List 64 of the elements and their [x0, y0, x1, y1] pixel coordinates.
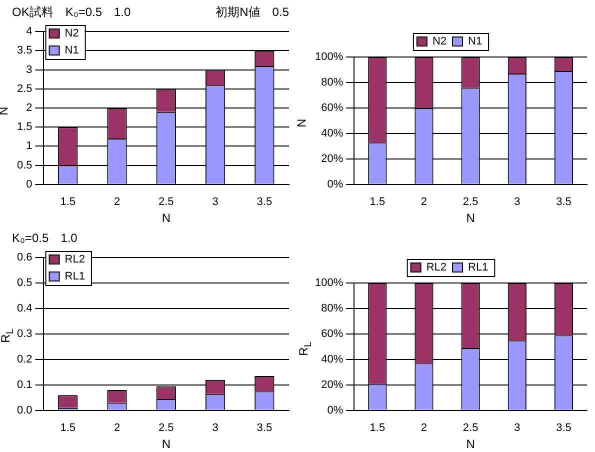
- x-tick-label: 2.5: [462, 196, 478, 208]
- chart-subtitle: 初期N値 0.5: [216, 4, 289, 21]
- y-tick-label: 0.6: [16, 252, 32, 264]
- x-axis-title: N: [466, 437, 475, 452]
- x-tick-label: 3: [514, 196, 520, 208]
- chart-title: K₀=0.5 1.0: [12, 230, 78, 247]
- y-tick-label: 100%: [314, 277, 344, 290]
- y-tick-label: 0%: [327, 404, 344, 416]
- y-tick-label: 20%: [321, 378, 344, 391]
- legend-label: RL1: [64, 270, 85, 283]
- x-tick-label: 2: [420, 196, 428, 208]
- legend-label: N2: [64, 28, 79, 40]
- x-tick-label: 3.5: [256, 196, 272, 208]
- legend-label: N1: [468, 36, 482, 48]
- x-tick-label: 3.5: [256, 422, 272, 434]
- y-tick-label: 80%: [321, 302, 344, 315]
- y-tick-label: 60%: [321, 102, 344, 114]
- legend-label: N1: [64, 44, 79, 57]
- y-tick-label: 3.5: [16, 44, 32, 57]
- x-axis-title: N: [162, 437, 170, 452]
- y-tick-label: 0.1: [16, 378, 32, 391]
- y-tick-label: 100%: [314, 51, 344, 64]
- legend-label: RL2: [426, 262, 447, 274]
- y-tick-label: 2: [26, 102, 32, 114]
- y-tick-label: 3: [26, 64, 32, 76]
- y-tick-label: 4: [26, 26, 32, 38]
- y-tick-label: 0.0: [16, 404, 32, 416]
- x-tick-label: 1.5: [370, 422, 386, 434]
- y-tick-label: 0.3: [16, 328, 32, 340]
- legend-label: RL2: [64, 254, 85, 266]
- y-axis-title: N: [294, 119, 309, 128]
- y-tick-label: 1.5: [16, 121, 32, 134]
- y-tick-label: 0: [26, 178, 32, 190]
- x-tick-label: 1.5: [370, 196, 386, 208]
- y-tick-label: 40%: [321, 127, 344, 140]
- y-tick-label: 2.5: [16, 82, 32, 95]
- legend-label: RL1: [468, 262, 488, 274]
- y-tick-label: 0.2: [16, 354, 32, 366]
- x-tick-label: 3: [212, 422, 218, 434]
- y-tick-label: 0%: [327, 178, 344, 190]
- x-tick-label: 1.5: [60, 422, 76, 434]
- x-tick-label: 2.5: [158, 422, 174, 434]
- x-axis-title: N: [162, 211, 170, 226]
- x-tick-label: 2.5: [158, 196, 174, 208]
- y-tick-label: 0.5: [16, 277, 32, 290]
- y-tick-label: 1: [26, 140, 32, 152]
- x-tick-label: 2: [114, 196, 120, 208]
- x-tick-label: 3.5: [556, 196, 572, 208]
- y-tick-label: 60%: [321, 328, 344, 340]
- y-tick-label: 80%: [321, 76, 344, 89]
- x-tick-label: 3: [514, 422, 520, 434]
- y-tick-label: 0.5: [16, 159, 32, 172]
- x-tick-label: 1.5: [60, 196, 76, 208]
- x-tick-label: 2.5: [462, 422, 478, 434]
- chart-title: OK試料 K₀=0.5 1.0: [12, 4, 131, 21]
- legend-label: N2: [432, 36, 446, 48]
- y-tick-label: 20%: [321, 152, 344, 165]
- y-tick-label: 0.4: [16, 302, 32, 315]
- x-tick-label: 3.5: [556, 422, 572, 434]
- x-axis-title: N: [466, 211, 475, 226]
- x-tick-label: 2: [420, 422, 428, 434]
- x-tick-label: 3: [212, 196, 218, 208]
- y-tick-label: 40%: [321, 353, 344, 366]
- x-tick-label: 2: [114, 422, 120, 434]
